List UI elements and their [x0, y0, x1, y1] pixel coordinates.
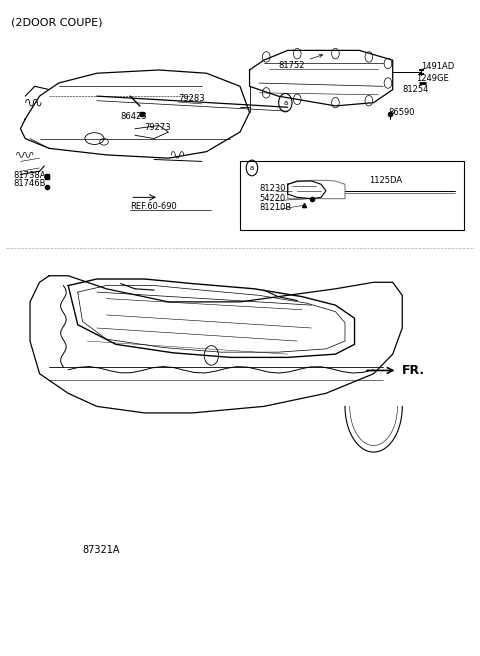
Text: 54220: 54220 [259, 194, 285, 203]
Text: 86590: 86590 [388, 108, 414, 117]
Text: a: a [283, 100, 288, 106]
Text: 86423: 86423 [120, 112, 147, 121]
Text: 1249GE: 1249GE [417, 74, 449, 83]
Text: 81746B: 81746B [13, 179, 46, 188]
Text: 1491AD: 1491AD [421, 62, 455, 72]
Text: 81230: 81230 [259, 184, 286, 193]
Text: 81210B: 81210B [259, 203, 291, 213]
Text: FR.: FR. [402, 364, 425, 377]
Bar [240, 161, 464, 230]
Text: 81254: 81254 [402, 85, 429, 94]
Text: 81752: 81752 [278, 54, 323, 70]
Text: REF.60-690: REF.60-690 [130, 202, 177, 211]
Text: 81738A: 81738A [13, 171, 46, 180]
Text: (2DOOR COUPE): (2DOOR COUPE) [11, 18, 102, 28]
Text: 1125DA: 1125DA [369, 176, 402, 185]
Text: 79273: 79273 [144, 123, 171, 132]
Text: 79283: 79283 [178, 94, 204, 103]
Text: 87321A: 87321A [83, 545, 120, 556]
Text: a: a [250, 165, 254, 171]
